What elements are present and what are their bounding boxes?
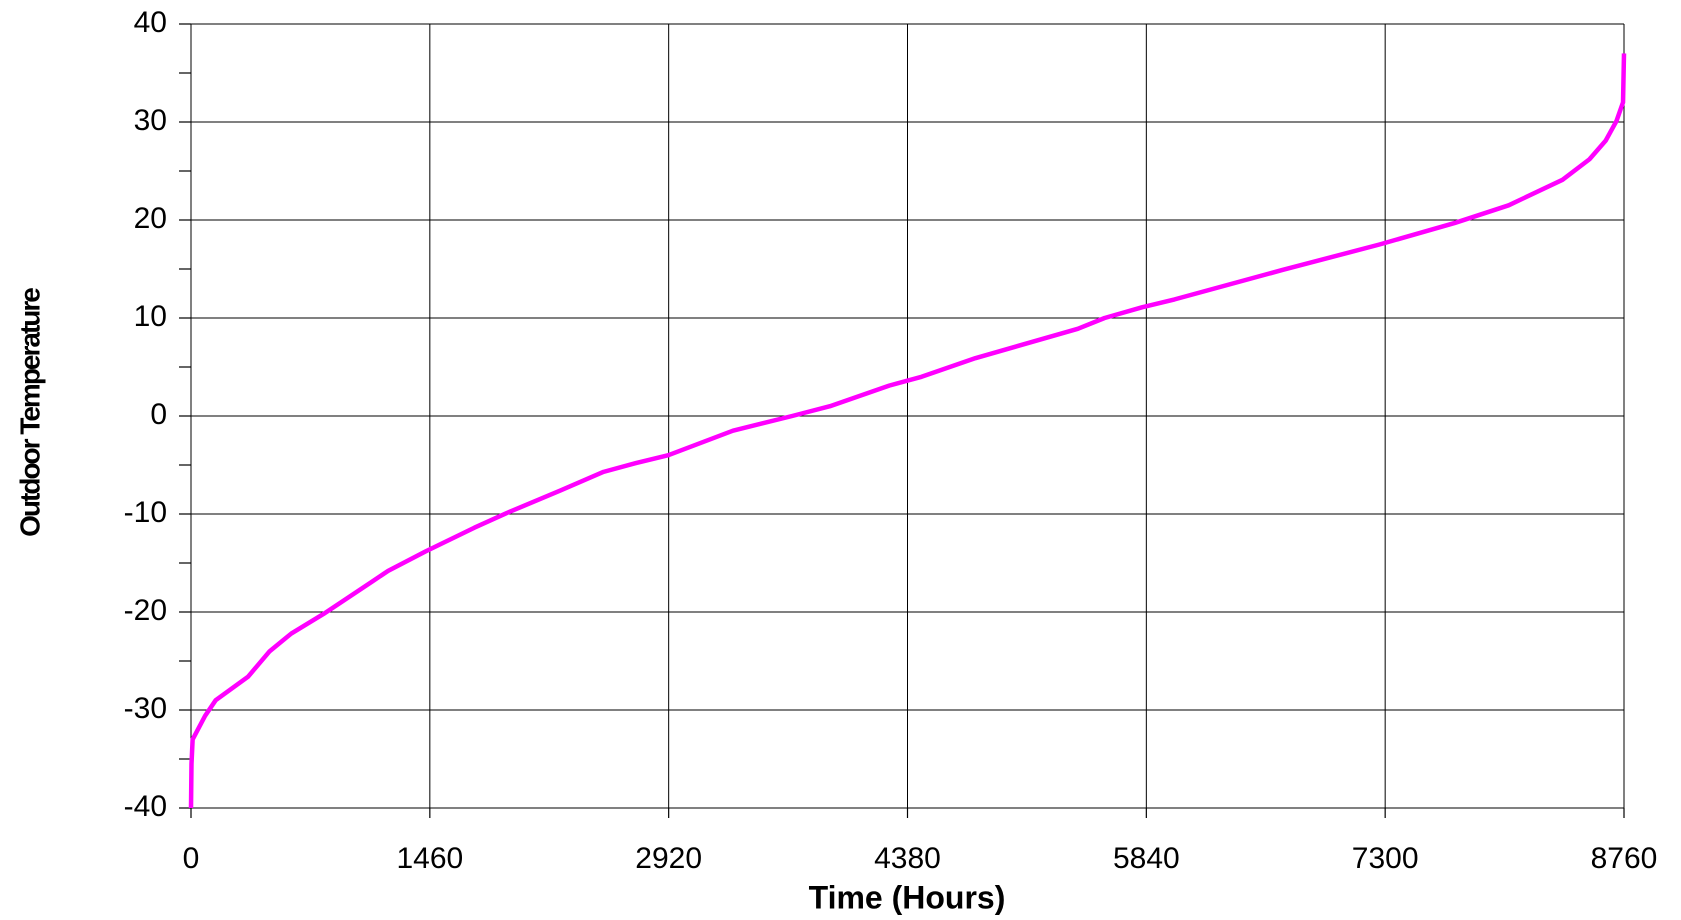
y-tick-label: 40 <box>134 6 167 39</box>
y-tick-label: -20 <box>124 594 167 627</box>
y-tick-label: -40 <box>124 790 167 823</box>
x-tick-label: 1460 <box>396 842 463 875</box>
x-tick-label: 5840 <box>1113 842 1180 875</box>
y-tick-label: -30 <box>124 692 167 725</box>
x-tick-label: 4380 <box>874 842 941 875</box>
y-tick-label: 0 <box>150 398 167 431</box>
y-tick-label: 10 <box>134 300 167 333</box>
x-tick-label: 7300 <box>1352 842 1419 875</box>
y-axis-title: Outdoor Temperature <box>14 288 45 537</box>
y-tick-label: 30 <box>134 104 167 137</box>
y-tick-label: -10 <box>124 496 167 529</box>
x-tick-label: 2920 <box>635 842 702 875</box>
y-tick-label: 20 <box>134 202 167 235</box>
x-tick-label: 8760 <box>1591 842 1658 875</box>
x-tick-label: 0 <box>183 842 200 875</box>
data-line <box>188 53 1627 809</box>
x-axis-title: Time (Hours) <box>809 879 1006 915</box>
